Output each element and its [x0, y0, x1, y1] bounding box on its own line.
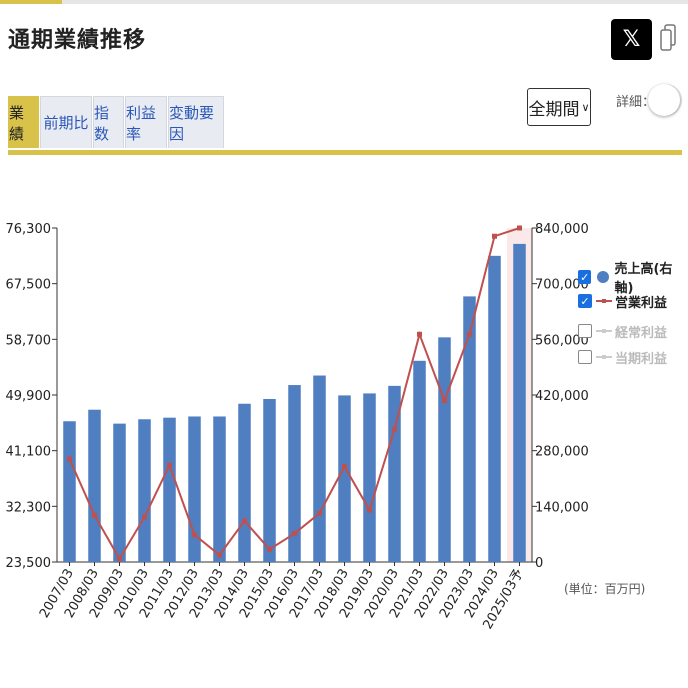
- tab-underline: [8, 150, 682, 155]
- bar-sales: [213, 416, 226, 562]
- point-operating-profit: [92, 512, 97, 518]
- tab-index[interactable]: 指数: [93, 96, 124, 148]
- point-operating-profit: [217, 552, 222, 558]
- left-tick-label: 41,100: [6, 445, 52, 460]
- bar-sales: [188, 416, 201, 562]
- right-tick-label: 560,000: [535, 333, 589, 348]
- point-operating-profit: [267, 546, 272, 552]
- bar-sales: [63, 421, 76, 562]
- bar-sales: [363, 393, 376, 562]
- bar-sales: [463, 296, 476, 562]
- left-tick-label: 32,300: [6, 500, 52, 515]
- right-tick-label: 140,000: [535, 500, 589, 515]
- chart: 23,500 32,300 41,100 49,900 58,700 67,500 76,3…: [6, 222, 589, 632]
- x-share-button[interactable]: 𝕏: [611, 19, 652, 60]
- legend-label-operating: 営業利益: [615, 295, 668, 311]
- top-strip: [0, 0, 688, 4]
- right-tick-label: 280,000: [535, 445, 589, 460]
- legend-item-sales[interactable]: ✓ 売上高(右軸): [578, 262, 688, 296]
- line-marker-icon: [596, 350, 612, 364]
- bar-sales: [263, 398, 276, 562]
- point-operating-profit: [467, 331, 472, 337]
- right-tick-label: 0: [535, 556, 543, 571]
- point-operating-profit: [317, 510, 322, 516]
- tab-results[interactable]: 業績: [8, 96, 39, 148]
- bar-sales: [163, 417, 176, 562]
- point-operating-profit: [192, 532, 197, 538]
- checkbox-operating[interactable]: ✓: [578, 294, 592, 308]
- point-operating-profit: [67, 456, 72, 462]
- bar-sales: [113, 423, 126, 562]
- point-operating-profit: [417, 331, 422, 337]
- point-operating-profit: [242, 518, 247, 524]
- left-tick-label: 49,900: [6, 389, 52, 404]
- point-operating-profit: [367, 507, 372, 513]
- point-operating-profit: [167, 462, 172, 468]
- point-operating-profit: [517, 225, 522, 231]
- tab-factors[interactable]: 変動要因: [168, 96, 224, 148]
- left-tick-label: 67,500: [6, 278, 52, 293]
- bar-sales: [313, 375, 326, 562]
- right-tick-label: 420,000: [535, 389, 589, 404]
- bar-sales: [388, 385, 401, 562]
- page-title: 通期業績推移: [8, 28, 147, 53]
- legend-label-sales: 売上高(右軸): [614, 262, 673, 296]
- copy-icon[interactable]: [660, 24, 676, 52]
- checkbox-sales[interactable]: ✓: [578, 270, 592, 284]
- left-tick-label: 58,700: [6, 333, 52, 348]
- legend-item-ordinary[interactable]: 経常利益: [578, 320, 688, 342]
- circle-marker-icon: [595, 270, 611, 284]
- bar-sales: [413, 360, 426, 562]
- bar-sales: [438, 337, 451, 562]
- point-operating-profit: [442, 398, 447, 404]
- detail-toggle[interactable]: [648, 84, 682, 116]
- point-operating-profit: [342, 463, 347, 469]
- left-tick-label: 76,300: [6, 222, 52, 237]
- point-operating-profit: [392, 426, 397, 432]
- top-strip-accent: [0, 0, 62, 4]
- left-tick-label: 23,500: [6, 556, 52, 571]
- bar-sales: [338, 395, 351, 562]
- point-operating-profit: [117, 556, 122, 562]
- legend-item-net[interactable]: 当期利益: [578, 346, 688, 368]
- line-marker-icon: [596, 324, 612, 338]
- right-tick-label: 840,000: [535, 222, 589, 237]
- line-marker-icon: [596, 294, 612, 308]
- legend-label-ordinary: 経常利益: [615, 325, 668, 341]
- detail-label: 詳細：: [616, 95, 656, 110]
- bar-sales: [288, 385, 301, 562]
- checkbox-ordinary[interactable]: [578, 324, 592, 338]
- bar-sales: [88, 409, 101, 562]
- bar-sales: [238, 403, 251, 562]
- point-operating-profit: [292, 531, 297, 537]
- point-operating-profit: [492, 233, 497, 239]
- toggle-knob: [648, 84, 680, 116]
- chevron-down-icon: ∨: [581, 100, 590, 114]
- bar-sales: [488, 255, 501, 563]
- period-select[interactable]: 全期間 ∨: [527, 88, 591, 126]
- legend-item-operating[interactable]: ✓ 営業利益: [578, 290, 688, 312]
- checkbox-net[interactable]: [578, 350, 592, 364]
- bar-sales: [513, 243, 526, 562]
- period-select-value: 全期間: [528, 99, 580, 120]
- tab-yoy[interactable]: 前期比: [40, 96, 92, 148]
- point-operating-profit: [142, 514, 147, 520]
- tab-margin[interactable]: 利益率: [125, 96, 167, 148]
- bar-sales: [138, 419, 151, 562]
- legend-label-net: 当期利益: [615, 351, 668, 367]
- right-tick-label: 700,000: [535, 278, 589, 293]
- unit-label: (単位：百万円): [564, 582, 646, 596]
